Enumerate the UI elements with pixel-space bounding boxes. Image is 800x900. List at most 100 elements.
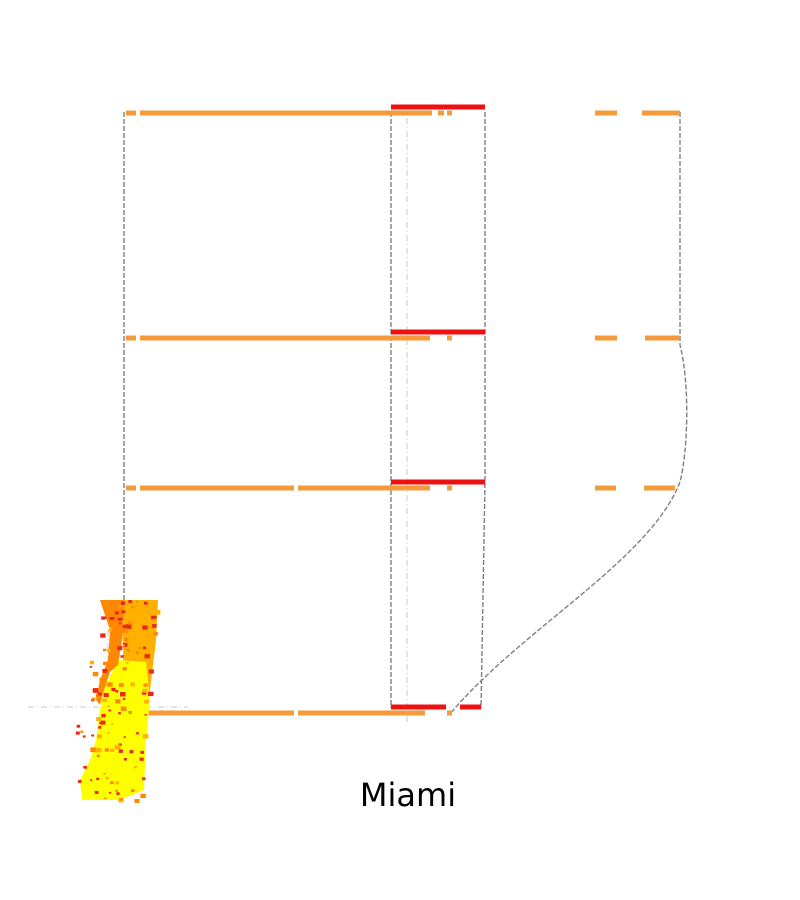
heat-speckle (118, 712, 121, 715)
heat-patch (75, 600, 161, 803)
heat-speckle (80, 730, 84, 733)
heat-speckle (107, 705, 110, 708)
guide-lines (28, 118, 408, 724)
heat-speckle (91, 734, 94, 737)
heat-speckle (140, 750, 145, 754)
heat-speckle (75, 731, 80, 735)
heat-speckle (136, 732, 139, 735)
heat-speckle (139, 647, 142, 650)
heat-speckle (96, 754, 101, 758)
heat-speckle (134, 799, 140, 803)
heat-speckle (122, 644, 125, 647)
heat-speckle (115, 699, 121, 704)
heat-speckle (110, 781, 114, 785)
heat-speckle (78, 780, 82, 783)
heat-speckle (99, 677, 104, 682)
heat-speckle (122, 624, 128, 629)
heat-speckle (92, 688, 99, 693)
corridor-right-outline (480, 112, 486, 709)
heat-speckle (99, 722, 102, 724)
heat-speckle (123, 736, 126, 738)
heat-speckle (129, 750, 134, 754)
heat-speckle (111, 687, 116, 692)
heat-speckle (131, 789, 135, 793)
heat-speckle (104, 616, 107, 619)
heat-speckle (143, 734, 149, 739)
heat-speckle (103, 772, 106, 775)
heat-speckle (101, 616, 106, 620)
heat-speckle (144, 699, 149, 704)
heat-speckle (103, 648, 107, 652)
orange-lane-segments (126, 110, 680, 716)
heat-speckle (134, 766, 137, 769)
heat-speckle (143, 683, 148, 687)
heat-speckle (83, 766, 87, 769)
heat-speckle (142, 625, 148, 630)
heat-speckle (128, 711, 132, 714)
heat-speckle (130, 682, 135, 687)
heat-speckle (118, 743, 122, 746)
heat-speckle (122, 643, 128, 647)
heat-speckle (115, 789, 118, 792)
road-outlines (123, 112, 688, 715)
heat-speckle (110, 748, 115, 752)
heat-speckle (143, 601, 148, 605)
heat-speckle (97, 734, 103, 739)
heat-speckle (122, 698, 126, 701)
heat-speckle (125, 624, 132, 629)
heat-speckle (121, 610, 126, 614)
heat-speckle (139, 757, 144, 761)
heat-speckle (105, 776, 109, 780)
heat-speckle (152, 624, 157, 628)
red-lane-segments (391, 104, 485, 710)
heat-speckle (118, 749, 123, 753)
heat-speckle (100, 633, 106, 638)
heat-speckle (112, 617, 115, 620)
heat-speckle (121, 628, 128, 633)
heat-speckle (120, 706, 127, 712)
heat-speckle (117, 617, 122, 621)
heat-speckle (118, 604, 123, 608)
heat-speckle (104, 748, 109, 752)
heat-region-yellow (80, 660, 150, 800)
heat-speckle (109, 617, 114, 621)
heat-speckle (102, 698, 107, 702)
heat-speckle (97, 692, 102, 696)
heat-speckle (109, 791, 112, 794)
heat-speckle (116, 792, 120, 795)
heat-speckle (120, 601, 126, 605)
heat-speckle (94, 791, 99, 794)
heat-speckle (92, 671, 99, 677)
heat-speckle (142, 688, 148, 693)
heat-speckle (148, 669, 154, 674)
heat-speckle (115, 781, 120, 785)
heat-speckle (151, 615, 156, 620)
heat-speckle (96, 717, 101, 721)
heat-speckle (123, 758, 127, 761)
heat-speckle (142, 691, 147, 695)
heat-speckle (131, 605, 135, 609)
heat-speckle (154, 610, 161, 615)
heat-speckle (135, 651, 140, 655)
heat-speckle (103, 693, 109, 698)
heat-speckle (127, 621, 132, 625)
heat-speckle (119, 622, 122, 625)
heat-speckle (122, 667, 127, 671)
heat-speckle (114, 611, 119, 615)
heat-speckle (90, 779, 93, 781)
heat-speckle (123, 650, 128, 654)
heat-speckle (153, 615, 157, 619)
heat-speckle (144, 714, 147, 716)
heat-speckle (100, 720, 106, 725)
heat-speckle (103, 797, 107, 800)
heat-speckle (142, 646, 147, 650)
heat-speckle (153, 631, 158, 636)
heat-speckle (125, 648, 130, 652)
heat-speckle (108, 628, 112, 632)
heat-speckle (114, 744, 121, 750)
heat-speckle (120, 655, 124, 658)
heat-speckle (109, 627, 112, 629)
heat-speckle (76, 724, 81, 728)
heat-speckle (135, 600, 139, 603)
